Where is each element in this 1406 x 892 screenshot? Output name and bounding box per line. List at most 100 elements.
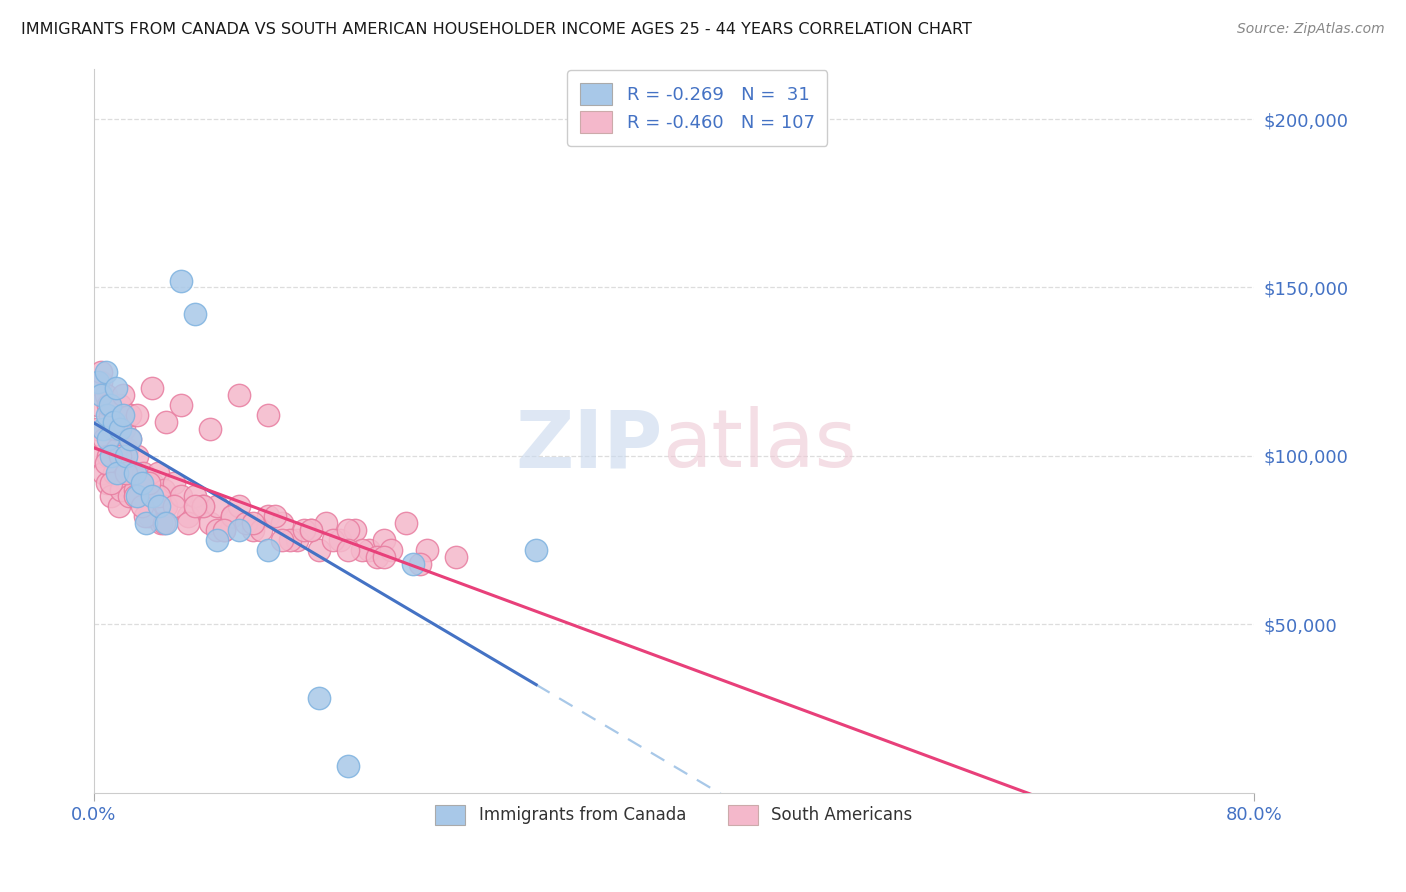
Point [97, 449, 120, 463]
Point [91, 422, 114, 436]
Point [97, 432, 120, 446]
Point [135, 516, 157, 531]
Point [242, 523, 264, 537]
Point [91, 466, 114, 480]
Point [112, 422, 135, 436]
Point [143, 489, 166, 503]
Point [124, 489, 146, 503]
Point [278, 533, 301, 547]
Point [395, 516, 418, 531]
Point [103, 415, 125, 429]
Point [214, 523, 236, 537]
Text: IMMIGRANTS FROM CANADA VS SOUTH AMERICAN HOUSEHOLDER INCOME AGES 25 - 44 YEARS C: IMMIGRANTS FROM CANADA VS SOUTH AMERICAN… [21, 22, 972, 37]
Point [155, 415, 177, 429]
Point [409, 557, 432, 571]
Legend: Immigrants from Canada, South Americans: Immigrants from Canada, South Americans [426, 795, 922, 835]
Point [100, 489, 122, 503]
Point [264, 509, 287, 524]
Point [155, 516, 177, 531]
Point [90, 388, 112, 402]
Point [257, 509, 280, 524]
Point [96, 475, 118, 490]
Point [148, 500, 170, 514]
Point [132, 466, 155, 480]
Point [152, 516, 174, 531]
Point [146, 466, 169, 480]
Point [221, 509, 243, 524]
Point [107, 500, 129, 514]
Point [117, 442, 139, 456]
Point [228, 500, 250, 514]
Point [315, 516, 337, 531]
Text: ZIP: ZIP [515, 406, 662, 484]
Point [111, 449, 134, 463]
Point [184, 500, 207, 514]
Point [205, 533, 228, 547]
Point [89, 449, 111, 463]
Point [87, 375, 110, 389]
Point [170, 489, 193, 503]
Point [121, 466, 143, 480]
Point [104, 409, 127, 423]
Point [301, 523, 323, 537]
Point [118, 489, 141, 503]
Point [271, 516, 294, 531]
Point [177, 509, 200, 524]
Point [446, 549, 468, 564]
Point [114, 466, 136, 480]
Point [177, 516, 200, 531]
Point [94, 388, 117, 402]
Point [129, 489, 152, 503]
Point [257, 543, 280, 558]
Point [184, 489, 207, 503]
Point [228, 388, 250, 402]
Point [90, 375, 112, 389]
Point [98, 398, 121, 412]
Point [285, 533, 308, 547]
Point [120, 409, 142, 423]
Point [373, 549, 395, 564]
Point [184, 307, 207, 321]
Point [205, 523, 228, 537]
Point [205, 500, 228, 514]
Point [108, 449, 131, 463]
Point [271, 533, 294, 547]
Point [135, 475, 157, 490]
Point [336, 758, 359, 772]
Point [105, 442, 128, 456]
Point [114, 466, 136, 480]
Point [366, 549, 388, 564]
Point [235, 516, 257, 531]
Point [127, 489, 149, 503]
Point [131, 500, 153, 514]
Point [86, 422, 108, 436]
Point [101, 422, 124, 436]
Point [114, 449, 136, 463]
Text: Source: ZipAtlas.com: Source: ZipAtlas.com [1237, 22, 1385, 37]
Point [155, 500, 177, 514]
Point [191, 500, 214, 514]
Point [96, 409, 118, 423]
Point [221, 509, 243, 524]
Point [124, 483, 146, 497]
Point [127, 409, 149, 423]
Point [131, 475, 153, 490]
Point [416, 543, 439, 558]
Point [141, 489, 163, 503]
Point [149, 516, 172, 531]
Point [336, 543, 359, 558]
Point [94, 456, 117, 470]
Point [249, 523, 271, 537]
Point [373, 533, 395, 547]
Point [104, 382, 127, 396]
Point [134, 509, 156, 524]
Point [329, 533, 352, 547]
Point [170, 274, 193, 288]
Point [127, 449, 149, 463]
Point [228, 523, 250, 537]
Point [292, 523, 315, 537]
Point [214, 523, 236, 537]
Text: atlas: atlas [662, 406, 856, 484]
Point [198, 422, 221, 436]
Point [301, 523, 323, 537]
